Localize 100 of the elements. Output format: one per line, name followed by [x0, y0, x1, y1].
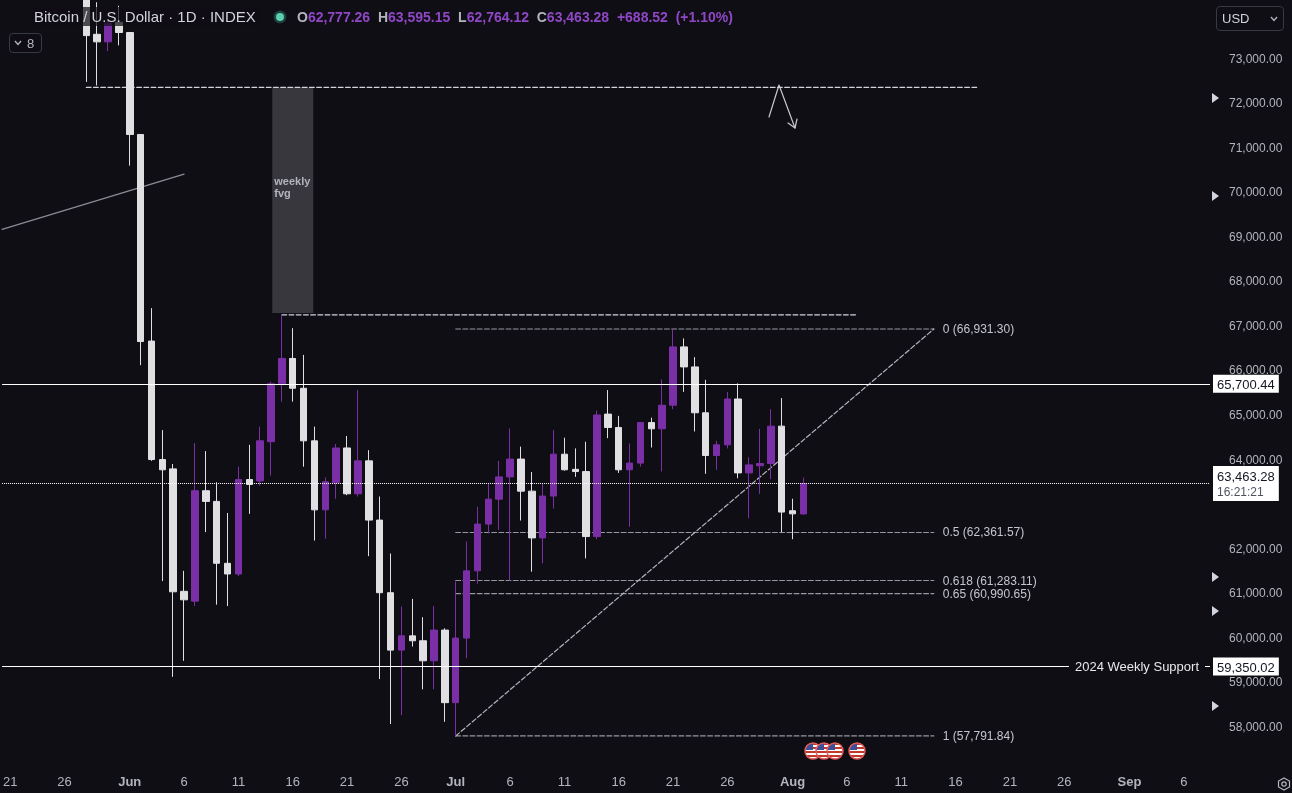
- x-tick-label: 21: [3, 774, 18, 789]
- candlestick: [256, 426, 264, 487]
- text: Bitcoin / U.S. Dollar · 1D · INDEX: [34, 8, 256, 25]
- candlestick: [300, 354, 307, 468]
- candlestick: [180, 570, 188, 662]
- candlestick: [191, 442, 199, 607]
- series-label: 0.65 (60,990.65): [942, 586, 1031, 601]
- candlestick: [126, 32, 134, 167]
- candlestick: [159, 429, 166, 582]
- candlestick: [289, 327, 296, 403]
- y-tick-label: 67,000.00: [1229, 318, 1283, 333]
- text: O62,777.26 H63,595.15 L62,764.12 C63,463.28 +688.52 (+1.10%): [297, 9, 733, 25]
- candlestick: [702, 379, 709, 475]
- x-tick-label: Jul: [446, 774, 466, 789]
- candlestick: [745, 456, 753, 519]
- candlestick: [593, 410, 601, 540]
- x-tick-label: 6: [506, 774, 514, 789]
- y-tick-label: 71,000.00: [1229, 140, 1283, 155]
- candlestick: [343, 435, 351, 496]
- candlestick: [463, 540, 470, 659]
- candlestick: [517, 446, 525, 522]
- dropdown-button: USD: [1216, 6, 1284, 31]
- y-tick-label: 72,000.00: [1229, 96, 1283, 111]
- y-tick-label: 66,000.00: [1229, 363, 1283, 378]
- candlestick: [267, 381, 275, 477]
- x-tick-label: 26: [57, 774, 72, 789]
- candlestick: [734, 382, 742, 479]
- candlestick: [550, 429, 557, 510]
- series-label: 0 (66,931.30): [942, 322, 1015, 337]
- candlestick: [680, 337, 688, 393]
- candlestick: [713, 440, 720, 471]
- x-tick-label: 11: [231, 774, 246, 789]
- y-tick-label: 61,000.00: [1229, 586, 1283, 601]
- candlestick: [528, 471, 536, 573]
- candlestick: [224, 512, 231, 607]
- candlestick: [278, 314, 286, 403]
- y-tick-label: 64,000.00: [1229, 452, 1283, 467]
- y-tick-label: 70,000.00: [1229, 185, 1283, 200]
- candlestick: [626, 443, 633, 528]
- candlestick: [202, 450, 210, 533]
- candlestick: [169, 463, 177, 678]
- ref-line-label: 63,463.28: [1217, 469, 1275, 485]
- candlestick: [539, 483, 546, 564]
- x-tick-label: 21: [339, 774, 355, 789]
- x-tick-label: Sep: [1117, 774, 1142, 789]
- y-tick-label: 59,000.00: [1229, 675, 1283, 690]
- x-tick-label: 6: [843, 774, 851, 789]
- candlestick: [332, 443, 340, 500]
- candlestick: [354, 389, 362, 497]
- candlestick: [430, 605, 438, 690]
- candlestick: [724, 391, 731, 449]
- x-tick-label: 26: [1056, 774, 1072, 789]
- y-tick-label: 62,000.00: [1229, 541, 1283, 556]
- candlestick: [495, 460, 503, 531]
- candlestick: [789, 498, 796, 540]
- x-tick-label: 26: [394, 774, 409, 789]
- candlestick: [561, 437, 568, 472]
- series-label: 0.5 (62,361.57): [942, 525, 1025, 540]
- x-tick-label: 6: [1180, 774, 1188, 789]
- candlestick: [148, 307, 155, 462]
- candlestick: [452, 581, 459, 737]
- annotation: 8: [27, 36, 35, 51]
- x-tick-label: 26: [720, 774, 735, 789]
- x-tick-label: 11: [557, 774, 572, 789]
- x-tick-label: 16: [285, 774, 300, 789]
- y-tick-label: 65,000.00: [1229, 408, 1283, 423]
- series-label: 1 (57,791.84): [942, 728, 1015, 743]
- candlestick: [441, 627, 449, 723]
- candlestick: [648, 417, 655, 449]
- candlestick: [572, 447, 579, 478]
- candlestick: [137, 133, 144, 366]
- text: 16:21:21: [1217, 484, 1265, 499]
- candlestick: [235, 466, 242, 577]
- candlestick: [658, 378, 666, 473]
- candlestick: [615, 415, 622, 474]
- series-label: 0.618 (61,283.11): [942, 573, 1037, 588]
- candlestick: [669, 328, 677, 410]
- candlestick: [376, 495, 383, 680]
- y-tick-label: 73,000.00: [1229, 51, 1283, 66]
- x-tick-label: 6: [180, 774, 188, 789]
- candlestick: [756, 428, 764, 495]
- x-tick-label: 11: [894, 774, 908, 789]
- y-tick-label: 58,000.00: [1229, 719, 1283, 734]
- candlestick: [800, 477, 807, 516]
- x-tick-label: 21: [1002, 774, 1018, 789]
- x-tick-label: 16: [948, 774, 963, 789]
- candlestick: [213, 481, 220, 606]
- candlestick: [582, 441, 590, 559]
- candlestick: [365, 449, 373, 557]
- candlestick: [246, 444, 253, 515]
- x-tick-label: Aug: [779, 774, 806, 789]
- y-tick-label: 68,000.00: [1229, 274, 1283, 289]
- candlestick: [419, 616, 427, 690]
- candlestick: [778, 397, 785, 533]
- dropdown-button: 8: [9, 33, 42, 53]
- candlestick: [474, 506, 481, 585]
- candlestick: [637, 422, 644, 468]
- candlestick: [506, 427, 514, 582]
- candlestick: [409, 598, 416, 648]
- candlestick: [485, 482, 492, 534]
